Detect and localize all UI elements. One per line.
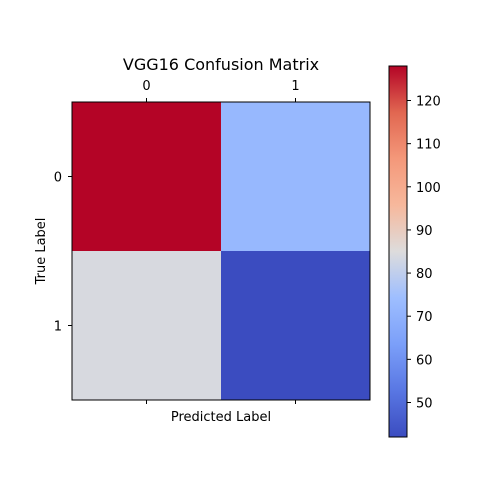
heatmap-cell-1-1: [221, 251, 371, 401]
colorbar-tick-label: 90: [416, 224, 433, 239]
plot-frame: [71, 101, 371, 401]
y-axis-ticks: 01: [54, 171, 72, 335]
colorbar-tick-label: 50: [416, 396, 433, 411]
heatmap-cell-0-1: [221, 102, 371, 252]
colorbar-tick-label: 60: [416, 353, 433, 368]
x-axis-bottom-ticks: [146, 400, 296, 404]
x-axis-label: Predicted Label: [171, 410, 271, 425]
heatmap-cells: [72, 102, 371, 401]
y-tick-label: 1: [54, 320, 62, 335]
colorbar-tick-label: 80: [416, 267, 433, 282]
x-tick-label: 1: [291, 79, 299, 94]
x-tick-label: 0: [142, 79, 150, 94]
y-tick-label: 0: [54, 171, 62, 186]
chart-title: VGG16 Confusion Matrix: [123, 55, 319, 74]
colorbar-tick-label: 120: [416, 95, 441, 110]
colorbar-tick-label: 70: [416, 310, 433, 325]
colorbar-tick-label: 110: [416, 138, 441, 153]
colorbar: [388, 65, 408, 438]
colorbar-tick-label: 100: [416, 181, 441, 196]
y-axis-label: True Label: [34, 218, 49, 286]
heatmap-cell-0-0: [72, 102, 222, 252]
heatmap-cell-1-0: [72, 251, 222, 401]
colorbar-ticks: 50 60 70 80 90 100 110 120: [407, 95, 441, 411]
